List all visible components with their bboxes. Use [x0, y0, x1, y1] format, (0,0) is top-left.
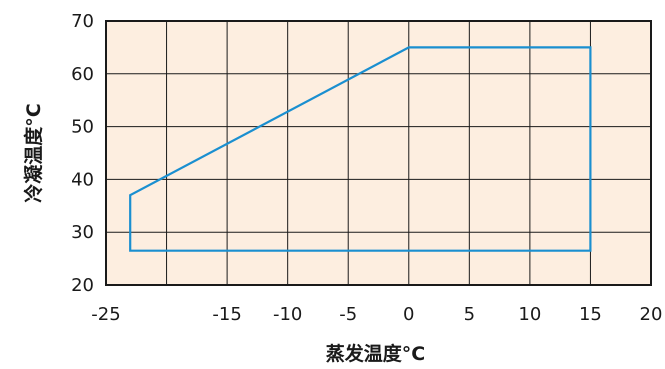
y-tick-label: 40 [71, 169, 94, 190]
series-layer [129, 46, 592, 252]
y-tick-label: 50 [71, 117, 94, 138]
tick-labels: -25 -15 -10 -5 0 5 10 15 20 20 30 40 50 60 70 [71, 11, 662, 325]
y-tick-label: 20 [71, 275, 94, 296]
x-tick-label: 10 [518, 304, 541, 325]
y-axis-title: 冷凝温度°C [22, 103, 45, 202]
plot-area [106, 21, 651, 285]
y-tick-label: 30 [71, 222, 94, 243]
y-tick-label: 70 [71, 11, 94, 32]
x-tick-label: -10 [273, 304, 302, 325]
x-tick-label: 5 [464, 304, 475, 325]
x-tick-label: 20 [640, 304, 663, 325]
plot-frame [105, 20, 652, 286]
x-tick-label: -25 [91, 304, 120, 325]
y-tick-label: 60 [71, 64, 94, 85]
x-tick-label: 0 [403, 304, 414, 325]
x-axis-title: 蒸发温度°C [326, 342, 425, 365]
x-tick-label: -5 [339, 304, 357, 325]
x-tick-label: 15 [579, 304, 602, 325]
envelope-series-line [129, 46, 592, 252]
x-tick-label: -15 [212, 304, 241, 325]
